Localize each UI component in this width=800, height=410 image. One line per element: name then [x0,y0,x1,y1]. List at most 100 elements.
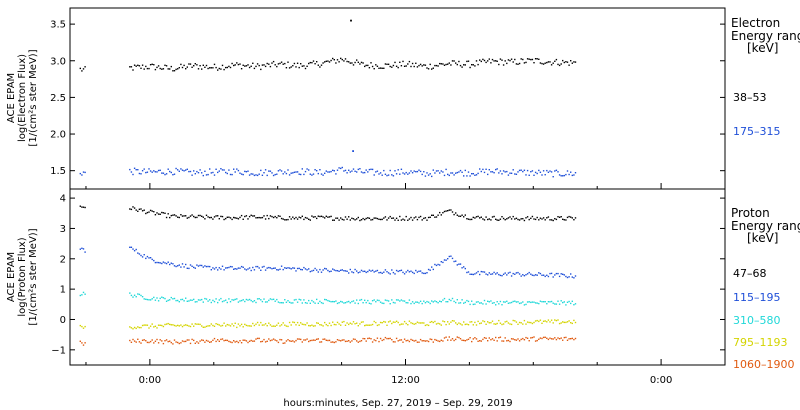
proton-point [573,338,575,341]
proton-point [145,340,147,342]
electron-point [205,64,208,67]
proton-point [566,321,569,323]
proton-point [413,302,415,305]
proton-point [196,323,198,325]
electron-point [185,68,187,70]
proton-point [400,219,403,221]
proton-point [320,271,323,273]
electron-point [191,66,193,68]
proton-point [303,218,305,221]
proton-point [403,338,406,340]
proton-point [308,324,310,327]
proton-point [81,206,83,208]
proton-point [483,219,486,221]
proton-point [463,321,465,323]
electron-point [221,169,224,171]
proton-point [330,215,332,218]
proton-point [488,218,490,220]
proton-point [437,302,439,304]
electron-point [84,171,86,174]
proton-point [264,269,267,271]
proton-point [175,265,177,268]
proton-point [346,301,348,303]
proton-point [496,301,498,303]
proton-point [394,219,396,221]
proton-point [159,213,161,215]
proton-point [518,219,521,221]
proton-point [375,270,377,272]
proton-point [172,263,174,265]
proton-point [279,215,281,217]
proton-point [263,338,265,341]
proton-point [461,324,463,326]
proton-point [442,299,444,301]
proton-point [317,322,319,324]
proton-point [207,265,209,268]
electron-point [373,174,375,176]
proton-point [493,271,495,274]
electron-point [311,62,313,64]
proton-point [261,324,264,326]
electron-point [274,173,276,176]
proton-point [525,217,527,219]
proton-point [445,301,447,303]
proton-point [477,215,479,218]
proton-point [277,215,280,217]
electron-point [229,173,232,176]
proton-point [295,324,297,326]
proton-point [423,322,425,324]
proton-point [435,216,438,218]
proton-point [272,267,275,269]
proton-point [415,216,417,218]
proton-point [395,299,398,301]
proton-point [504,321,506,323]
proton-point [327,269,329,272]
proton-point [277,322,280,324]
electron-point [288,67,291,69]
proton-point [517,271,519,274]
proton-point [287,325,289,328]
proton-point [309,302,311,304]
electron-point [218,67,220,70]
electron-point [482,168,484,171]
electron-outlier-point [350,19,352,22]
electron-point [467,171,470,173]
proton-point [352,271,355,274]
proton-point [498,219,500,221]
proton-point [276,340,278,342]
electron-point [233,64,235,67]
proton-point [354,268,356,271]
proton-point [440,261,442,263]
proton-point [456,264,458,266]
proton-point [455,322,457,324]
proton-point [165,300,168,302]
proton-point [210,341,212,343]
proton-point [242,326,244,328]
electron-point [496,168,498,170]
electron-point [199,169,201,171]
electron-point [477,63,479,66]
proton-point [482,320,484,322]
proton-point [220,338,222,341]
electron-point [279,169,281,171]
proton-point [272,298,275,300]
electron-point [495,60,497,62]
proton-point [359,219,361,222]
electron-point [399,61,401,63]
proton-point [338,270,340,272]
proton-point [509,340,511,343]
electron-point [170,171,172,174]
electron-point [523,169,526,171]
proton-point [252,340,254,342]
electron-point [376,170,379,172]
proton-point [316,338,318,340]
proton-point [177,265,179,267]
proton-point [132,206,134,208]
proton-point [506,218,508,220]
proton-point [316,298,318,301]
proton-point [477,270,479,273]
proton-point [178,264,180,266]
proton-point [418,270,420,272]
electron-point [415,171,417,173]
proton-point [129,208,131,210]
